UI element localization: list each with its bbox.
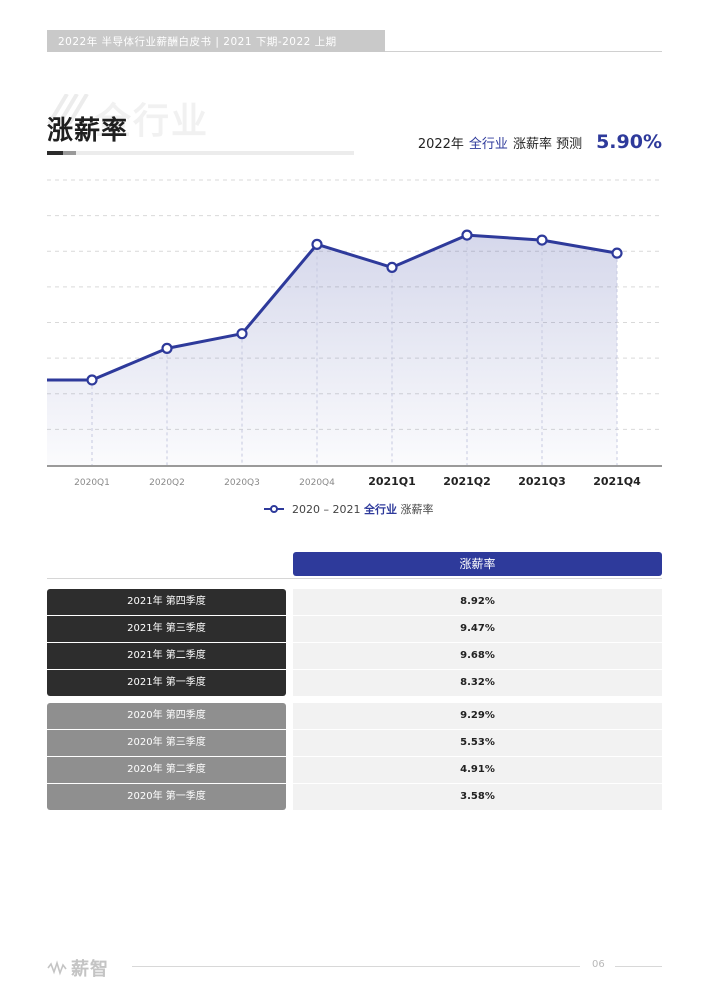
footer-rule-left xyxy=(132,966,580,967)
forecast-label: 涨薪率 预测 xyxy=(512,137,583,152)
title-underline-light xyxy=(76,151,354,155)
row-value: 3.58% xyxy=(293,784,662,810)
table-row: 2020年 第一季度 3.58% xyxy=(47,784,662,810)
data-point xyxy=(86,374,98,386)
row-label: 2021年 第二季度 xyxy=(47,643,286,669)
forecast-industry: 全行业 xyxy=(468,137,508,152)
row-label: 2020年 第三季度 xyxy=(47,730,286,756)
table-row: 2020年 第四季度 9.29% xyxy=(47,703,662,729)
wave-logo-icon xyxy=(47,960,67,976)
legend-range: 2020 – 2021 xyxy=(292,503,361,516)
table-row: 2021年 第一季度 8.32% xyxy=(47,670,662,696)
row-label: 2020年 第一季度 xyxy=(47,784,286,810)
row-value: 8.32% xyxy=(293,670,662,696)
chart-legend: 2020 – 2021 全行业 涨薪率 xyxy=(264,501,433,517)
x-tick-label: 2020Q3 xyxy=(224,478,260,488)
footer-logo: 薪智 xyxy=(47,955,109,981)
page-title: 涨薪率 xyxy=(47,116,129,146)
salary-growth-chart: 2020Q1 2020Q2 2020Q3 2020Q4 2021Q1 2021Q2 2021… xyxy=(47,179,662,488)
ghost-section-title: 全行业 xyxy=(95,101,210,142)
row-label: 2021年 第一季度 xyxy=(47,670,286,696)
legend-line-marker-icon xyxy=(264,504,284,514)
title-underline-grey xyxy=(63,151,76,155)
row-value: 9.68% xyxy=(293,643,662,669)
header-rule xyxy=(385,51,662,52)
legend-metric: 涨薪率 xyxy=(400,503,434,516)
forecast-value: 5.90% xyxy=(596,131,662,153)
legend-industry: 全行业 xyxy=(363,503,397,516)
footer-brand: 薪智 xyxy=(71,959,109,980)
data-point xyxy=(311,238,323,250)
row-value: 4.91% xyxy=(293,757,662,783)
x-tick-label: 2020Q1 xyxy=(74,478,110,488)
table-row: 2021年 第二季度 9.68% xyxy=(47,643,662,669)
decorative-stripes-icon xyxy=(47,94,89,124)
data-point xyxy=(386,261,398,273)
x-tick-label: 2021Q1 xyxy=(368,475,416,488)
header-band: 2022年 半导体行业薪酬白皮书 | 2021 下期-2022 上期 xyxy=(47,30,385,52)
row-value: 5.53% xyxy=(293,730,662,756)
header-title: 2022年 半导体行业薪酬白皮书 | 2021 下期-2022 上期 xyxy=(58,36,337,48)
row-value: 9.47% xyxy=(293,616,662,642)
data-point xyxy=(536,234,548,246)
table-header-rule xyxy=(47,578,662,579)
legend-label: 2020 – 2021 全行业 涨薪率 xyxy=(292,501,433,517)
title-underline-dark xyxy=(47,151,63,155)
forecast-prefix: 2022年 xyxy=(417,137,464,152)
table-row: 2021年 第四季度 8.92% xyxy=(47,589,662,615)
x-tick-label: 2020Q4 xyxy=(299,478,335,488)
table-row: 2020年 第三季度 5.53% xyxy=(47,730,662,756)
table-row: 2020年 第二季度 4.91% xyxy=(47,757,662,783)
x-tick-label: 2021Q3 xyxy=(518,475,566,488)
x-tick-label: 2020Q2 xyxy=(149,478,185,488)
row-label: 2021年 第四季度 xyxy=(47,589,286,615)
table-row: 2021年 第三季度 9.47% xyxy=(47,616,662,642)
x-tick-label: 2021Q2 xyxy=(443,475,491,488)
table-header: 涨薪率 xyxy=(293,552,662,576)
data-point xyxy=(611,247,623,259)
series-area xyxy=(47,235,617,465)
data-point xyxy=(461,229,473,241)
data-point xyxy=(236,328,248,340)
x-tick-label: 2021Q4 xyxy=(593,475,641,488)
row-label: 2020年 第二季度 xyxy=(47,757,286,783)
data-point xyxy=(161,342,173,354)
row-value: 9.29% xyxy=(293,703,662,729)
row-value: 8.92% xyxy=(293,589,662,615)
row-label: 2020年 第四季度 xyxy=(47,703,286,729)
footer-rule-right xyxy=(615,966,662,967)
forecast-summary: 2022年 全行业 涨薪率 预测 5.90% xyxy=(418,131,662,153)
row-label: 2021年 第三季度 xyxy=(47,616,286,642)
page-number: 06 xyxy=(592,959,605,970)
